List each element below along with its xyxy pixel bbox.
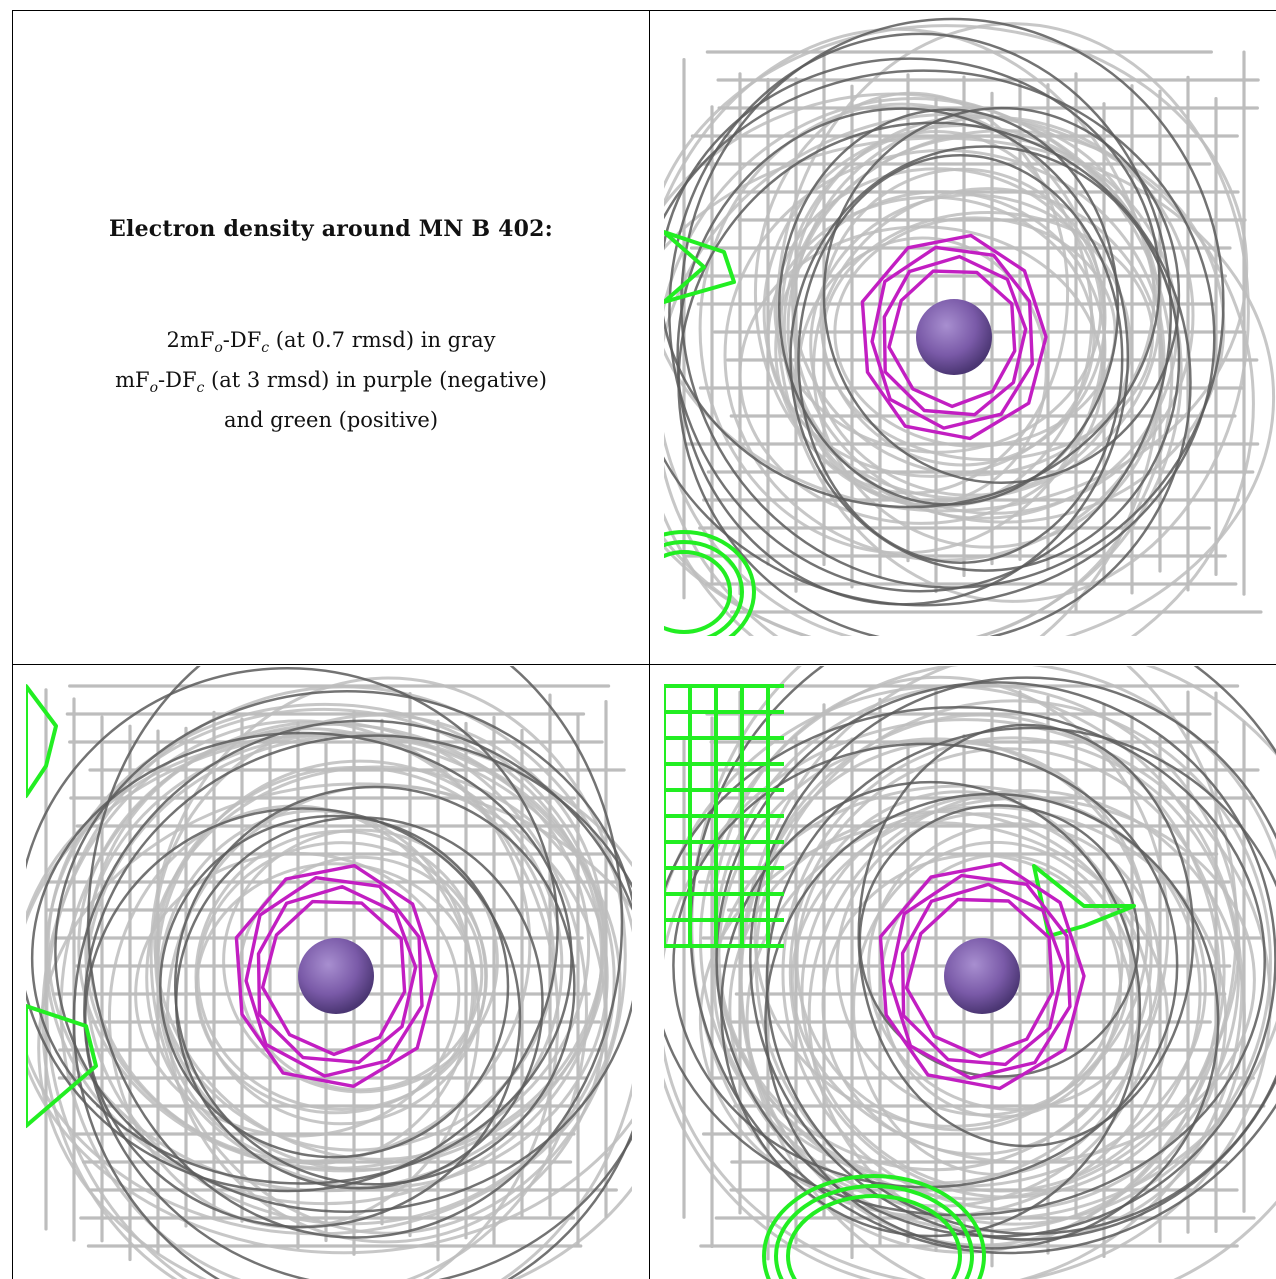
caption-title: Electron density around MN B 402: — [109, 216, 553, 242]
line2-suffix: (at 3 rmsd) in purple (negative) — [204, 368, 547, 393]
positive-density-mesh — [26, 684, 98, 1128]
line1-mid: -DF — [222, 328, 262, 352]
line2-sub-o: o — [149, 380, 159, 397]
caption-line-1: 2mFo-DFc (at 0.7 rmsd) in gray — [20, 324, 642, 364]
caption-line-2: mFo-DFc (at 3 rmsd) in purple (negative) — [20, 364, 642, 404]
manganese-atom-sphere — [916, 299, 992, 375]
negative-density-mesh — [878, 861, 1086, 1091]
negative-density-mesh — [860, 233, 1048, 441]
caption-line-3: and green (positive) — [223, 408, 439, 433]
caption-cell: Electron density around MN B 402: 2mFo-D… — [20, 12, 642, 662]
positive-density-mesh — [664, 230, 756, 636]
gray-mesh-shadow-contours — [664, 17, 1225, 636]
line1-sub-o: o — [214, 340, 223, 357]
density-mesh-canvas — [664, 17, 1275, 636]
density-mesh-canvas — [26, 666, 632, 1279]
density-mesh-canvas — [664, 666, 1276, 1279]
line1-prefix: 2mF — [166, 328, 215, 352]
line2-prefix: mF — [115, 368, 150, 393]
manganese-atom-sphere — [944, 938, 1020, 1014]
density-view-2 — [26, 666, 632, 1279]
negative-density-mesh — [234, 863, 438, 1088]
line1-suffix: (at 0.7 rmsd) in gray — [269, 328, 496, 352]
positive-density-mesh — [664, 684, 1136, 1279]
table-rule-middle — [12, 664, 1276, 665]
table-rule-top — [12, 10, 1276, 11]
table-rule-left — [12, 10, 13, 1279]
density-view-1 — [664, 12, 1276, 636]
table-rule-center — [649, 10, 650, 1279]
line1-sub-c: c — [261, 340, 270, 357]
manganese-atom-sphere — [298, 938, 374, 1014]
density-view-3 — [664, 666, 1276, 1279]
line2-mid: -DF — [158, 368, 197, 393]
caption-legend: 2mFo-DFc (at 0.7 rmsd) in gray mFo-DFc (… — [20, 324, 642, 436]
line2-sub-c: c — [196, 380, 205, 397]
